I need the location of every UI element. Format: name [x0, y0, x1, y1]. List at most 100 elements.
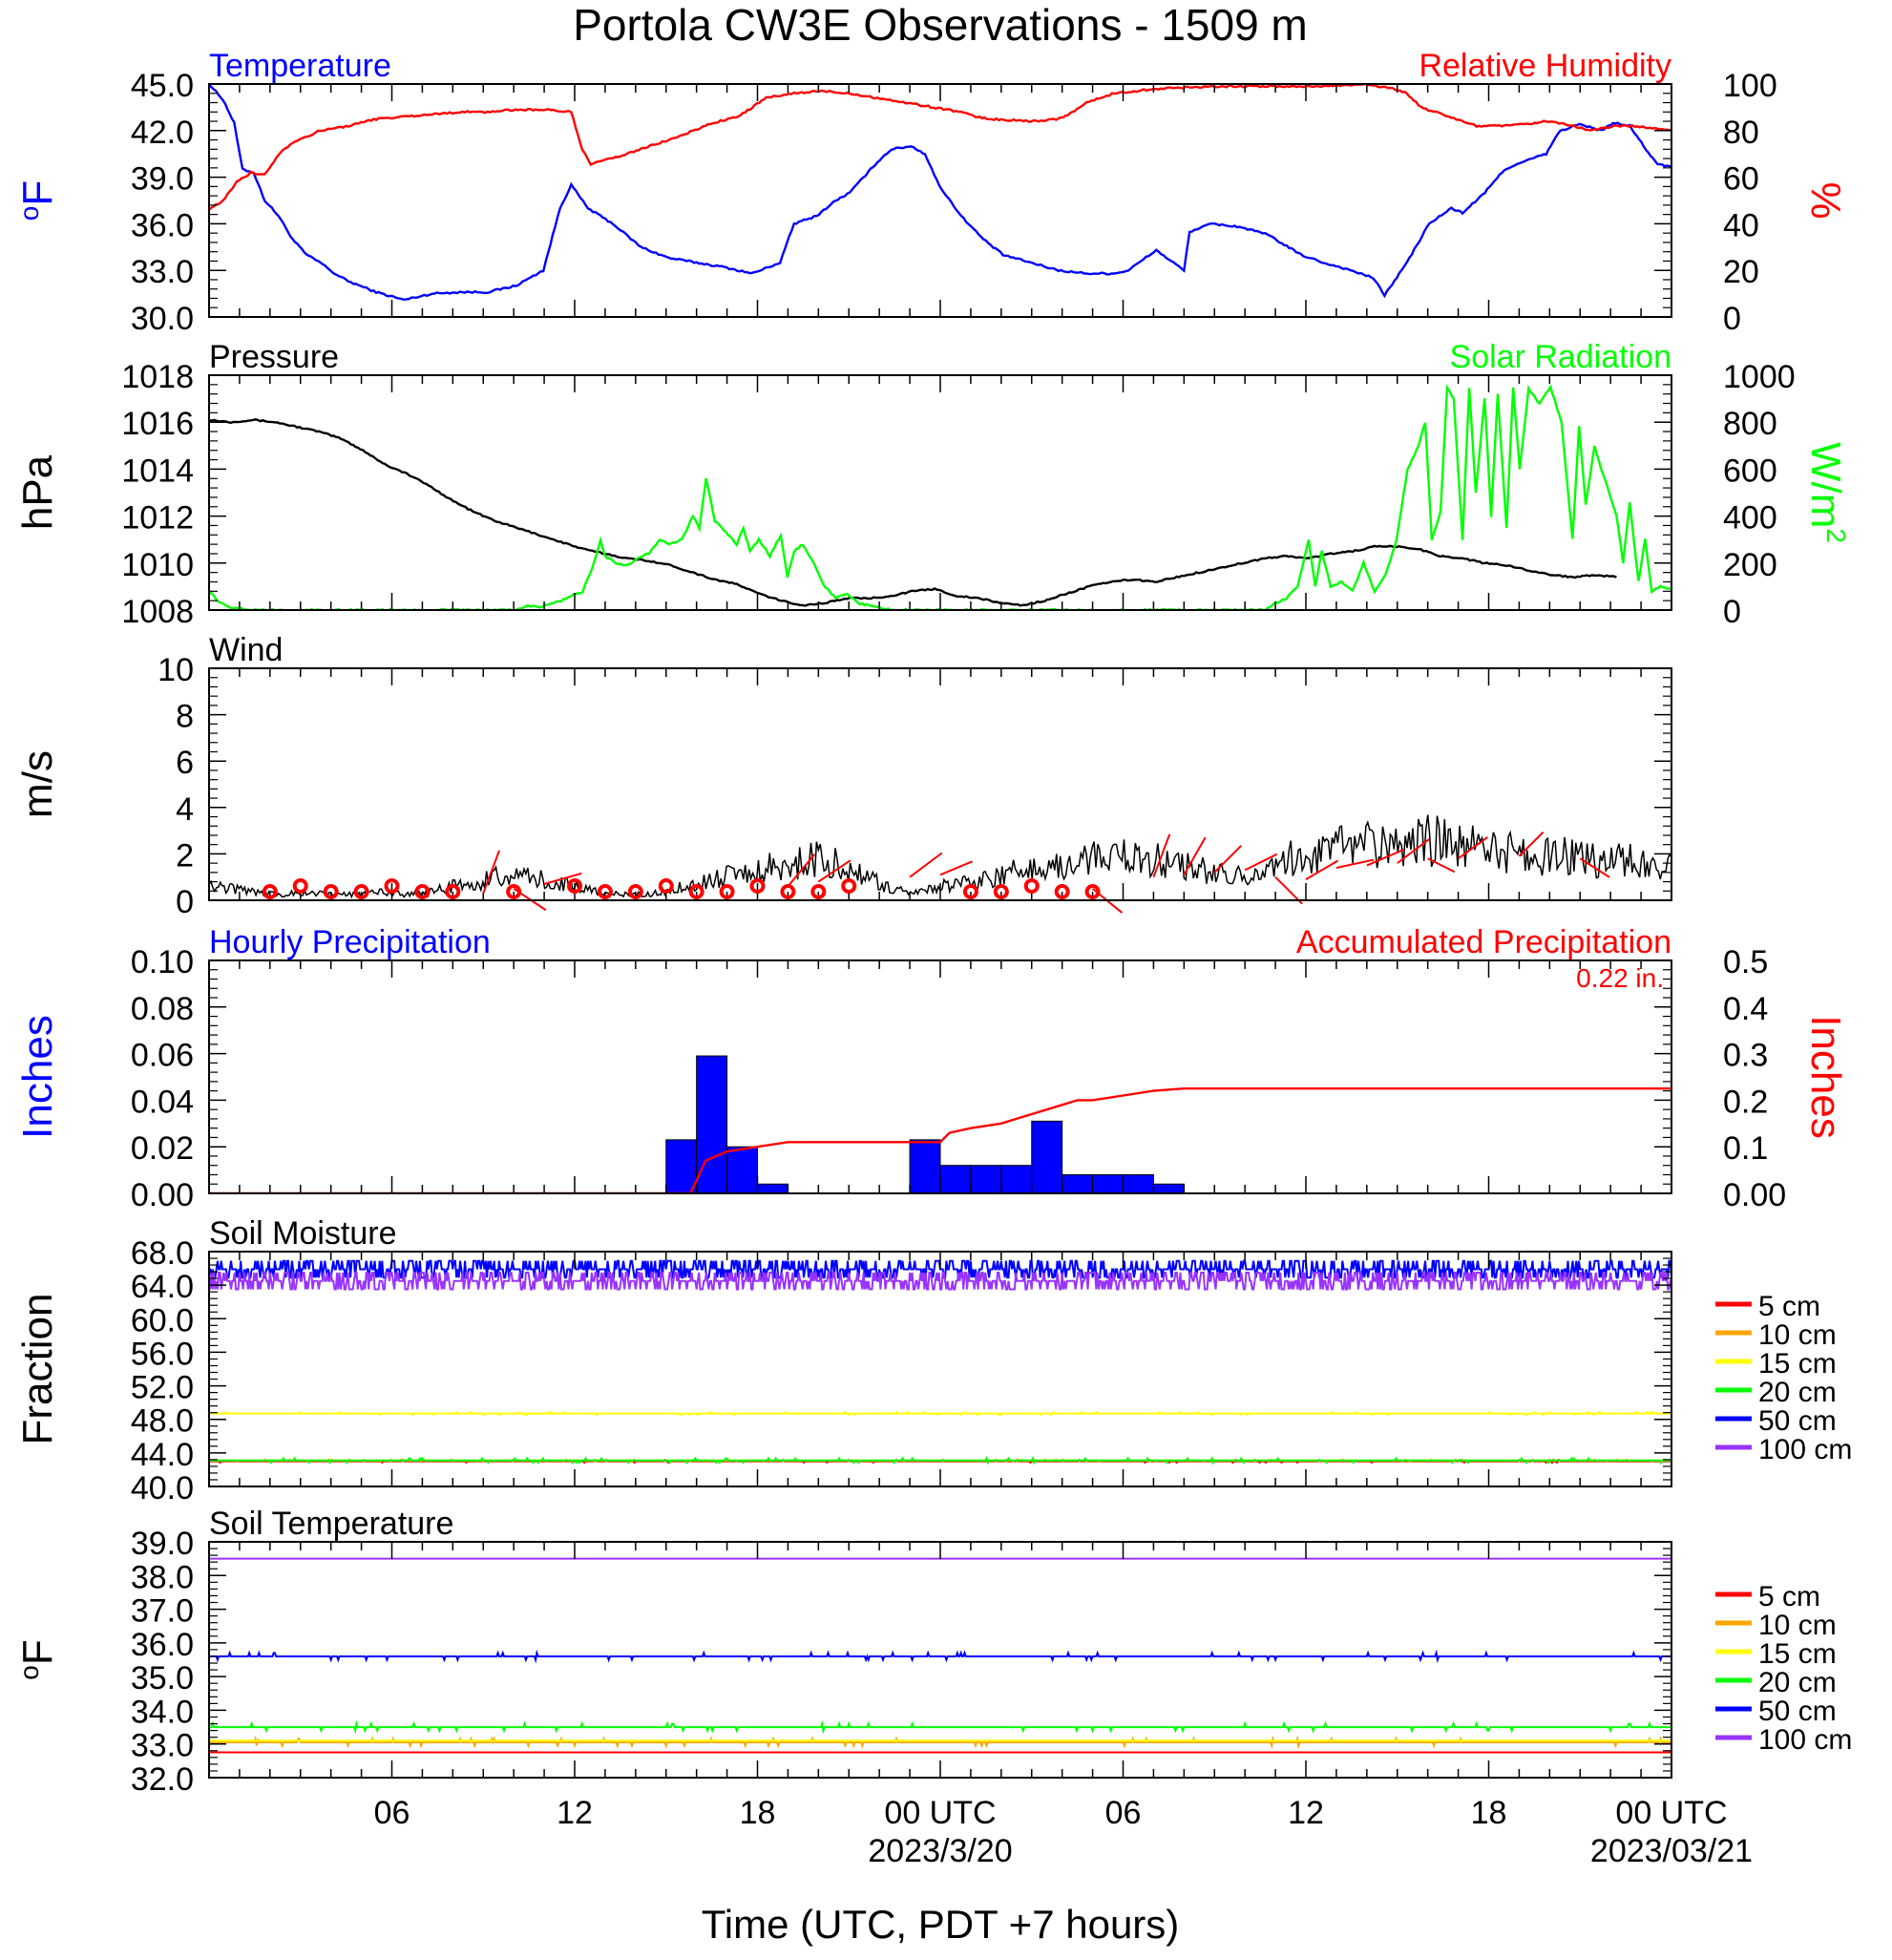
legend-label: 100 cm — [1758, 1434, 1852, 1465]
calm-wind-marker — [719, 884, 735, 899]
wind-barb — [909, 852, 943, 878]
x-tick-label: 06 — [374, 1795, 410, 1831]
x-tick-date-label: 2023/03/21 — [1590, 1833, 1753, 1869]
y-tick-label-right: 60 — [1723, 161, 1759, 198]
soil-series-line — [209, 1410, 1671, 1417]
calm-wind-marker — [414, 884, 431, 899]
x-tick-label: 00 UTC — [884, 1795, 996, 1831]
panel-title-left: Temperature — [209, 48, 391, 84]
wind-barb — [787, 854, 816, 888]
precip-bar — [1031, 1120, 1063, 1193]
y-tick-label-right: 0 — [1723, 301, 1741, 337]
wind-barb — [543, 872, 582, 885]
y-tick-label-left: 8 — [176, 699, 194, 735]
calm-wind-marker — [445, 884, 461, 899]
y-tick-label-right: 20 — [1723, 254, 1759, 290]
y-tick-label-left: 42.0 — [131, 115, 194, 151]
legend-label: 15 cm — [1758, 1638, 1837, 1670]
x-axis-title: Time (UTC, PDT +7 hours) — [702, 1902, 1180, 1947]
legend-label: 100 cm — [1758, 1724, 1852, 1756]
x-tick-label: 12 — [557, 1795, 593, 1831]
panel-soil_temperature: 32.033.034.035.036.037.038.039.0 oF Soil T… — [14, 1506, 1852, 1798]
y-tick-label-left: 60.0 — [131, 1302, 194, 1338]
legend-label: 50 cm — [1758, 1405, 1837, 1437]
y-tick-label-left: 30.0 — [131, 301, 194, 337]
y-axis-title-left: oF — [14, 180, 61, 221]
calm-wind-marker — [810, 884, 827, 899]
panel-frame — [208, 667, 1672, 901]
unit-text: Inches — [1802, 1015, 1849, 1139]
y-tick-label-left: 32.0 — [131, 1761, 194, 1798]
calm-wind-marker — [1084, 884, 1101, 899]
accum-total-label: 0.22 in. — [1576, 963, 1664, 993]
calm-wind-marker — [1023, 878, 1040, 894]
panel-wind: 0 2 4 6 8 10 m/s Wind — [14, 632, 1672, 920]
figure-title: Portola CW3E Observations - 1509 m — [573, 0, 1308, 50]
y-tick-label-right: 80 — [1723, 115, 1759, 151]
soil-series-line — [209, 1735, 1671, 1750]
panel-title-left: Soil Moisture — [209, 1215, 397, 1252]
y-tick-label-right: 40 — [1723, 207, 1759, 243]
legend-label: 10 cm — [1758, 1319, 1837, 1351]
y-axis-title-left: Inches — [14, 1015, 61, 1139]
wind-barb — [1457, 836, 1488, 860]
soil-series-line — [209, 1456, 1671, 1465]
wind-barb — [1305, 859, 1339, 880]
legend-label: 20 cm — [1758, 1377, 1837, 1408]
y-tick-label-right: 0.3 — [1723, 1038, 1768, 1074]
y-tick-label-left: 40.0 — [131, 1470, 194, 1507]
panel-frame — [208, 1541, 1672, 1779]
series-line-left — [209, 418, 1617, 607]
y-tick-label-right: 1000 — [1723, 359, 1796, 395]
y-tick-label-right: 0.5 — [1723, 944, 1768, 980]
y-tick-label-left: 33.0 — [131, 254, 194, 290]
y-tick-label-left: 1012 — [121, 500, 194, 537]
panel-frame — [208, 374, 1672, 611]
wind-barb — [817, 859, 851, 883]
soil-series-line — [209, 1272, 1671, 1291]
precip-bar — [1092, 1173, 1125, 1193]
y-tick-label-left: 48.0 — [131, 1403, 194, 1440]
y-tick-label-left: 38.0 — [131, 1559, 194, 1595]
plot-area — [209, 1055, 1671, 1193]
y-tick-label-left: 1008 — [121, 594, 194, 630]
calm-wind-marker — [353, 884, 369, 899]
y-tick-label-right: 400 — [1723, 500, 1777, 537]
series-line-left — [209, 84, 1671, 302]
panel-title-right: Relative Humidity — [1419, 48, 1671, 84]
y-axis-title-left: oF — [14, 1639, 61, 1679]
y-tick-label-left: 2 — [176, 837, 194, 874]
y-tick-label-right: 0.00 — [1723, 1177, 1786, 1213]
unit-text: W/m — [1802, 442, 1849, 528]
wind-barb — [939, 860, 973, 876]
calm-wind-marker — [841, 878, 857, 894]
soil-series-line — [209, 1719, 1671, 1735]
y-tick-label-right: 0.1 — [1723, 1130, 1768, 1167]
y-tick-label-left: 44.0 — [131, 1437, 194, 1473]
panel-title-left: Wind — [209, 632, 283, 668]
y-tick-label-left: 39.0 — [131, 161, 194, 198]
y-tick-label-left: 6 — [176, 745, 194, 781]
y-tick-label-left: 45.0 — [131, 68, 194, 104]
y-tick-label-left: 0 — [176, 884, 194, 920]
y-tick-label-left: 4 — [176, 791, 194, 828]
x-tick-label: 00 UTC — [1615, 1795, 1727, 1831]
x-tick-label: 18 — [1471, 1795, 1507, 1831]
precip-bar — [1062, 1173, 1094, 1193]
panel-temp_rh: 30.0 33.0 36.0 39.0 42.0 45.0 0 20 40 60 80 100 oF % T… — [14, 48, 1849, 337]
y-axis-title-left: hPa — [14, 454, 61, 530]
precip-bar — [726, 1146, 758, 1193]
unit-letter: F — [14, 1639, 61, 1665]
y-tick-label-right: 0.4 — [1723, 991, 1768, 1027]
panel-title-right: Solar Radiation — [1450, 339, 1671, 375]
legend-label: 10 cm — [1758, 1610, 1837, 1641]
precip-bar — [909, 1139, 941, 1193]
y-tick-label-left: 0.00 — [131, 1177, 194, 1213]
precip-bar — [1123, 1173, 1154, 1193]
wind-barb — [1366, 848, 1405, 867]
legend-label: 50 cm — [1758, 1696, 1837, 1727]
y-tick-label-left: 0.06 — [131, 1038, 194, 1074]
wind-barb — [1183, 836, 1207, 875]
